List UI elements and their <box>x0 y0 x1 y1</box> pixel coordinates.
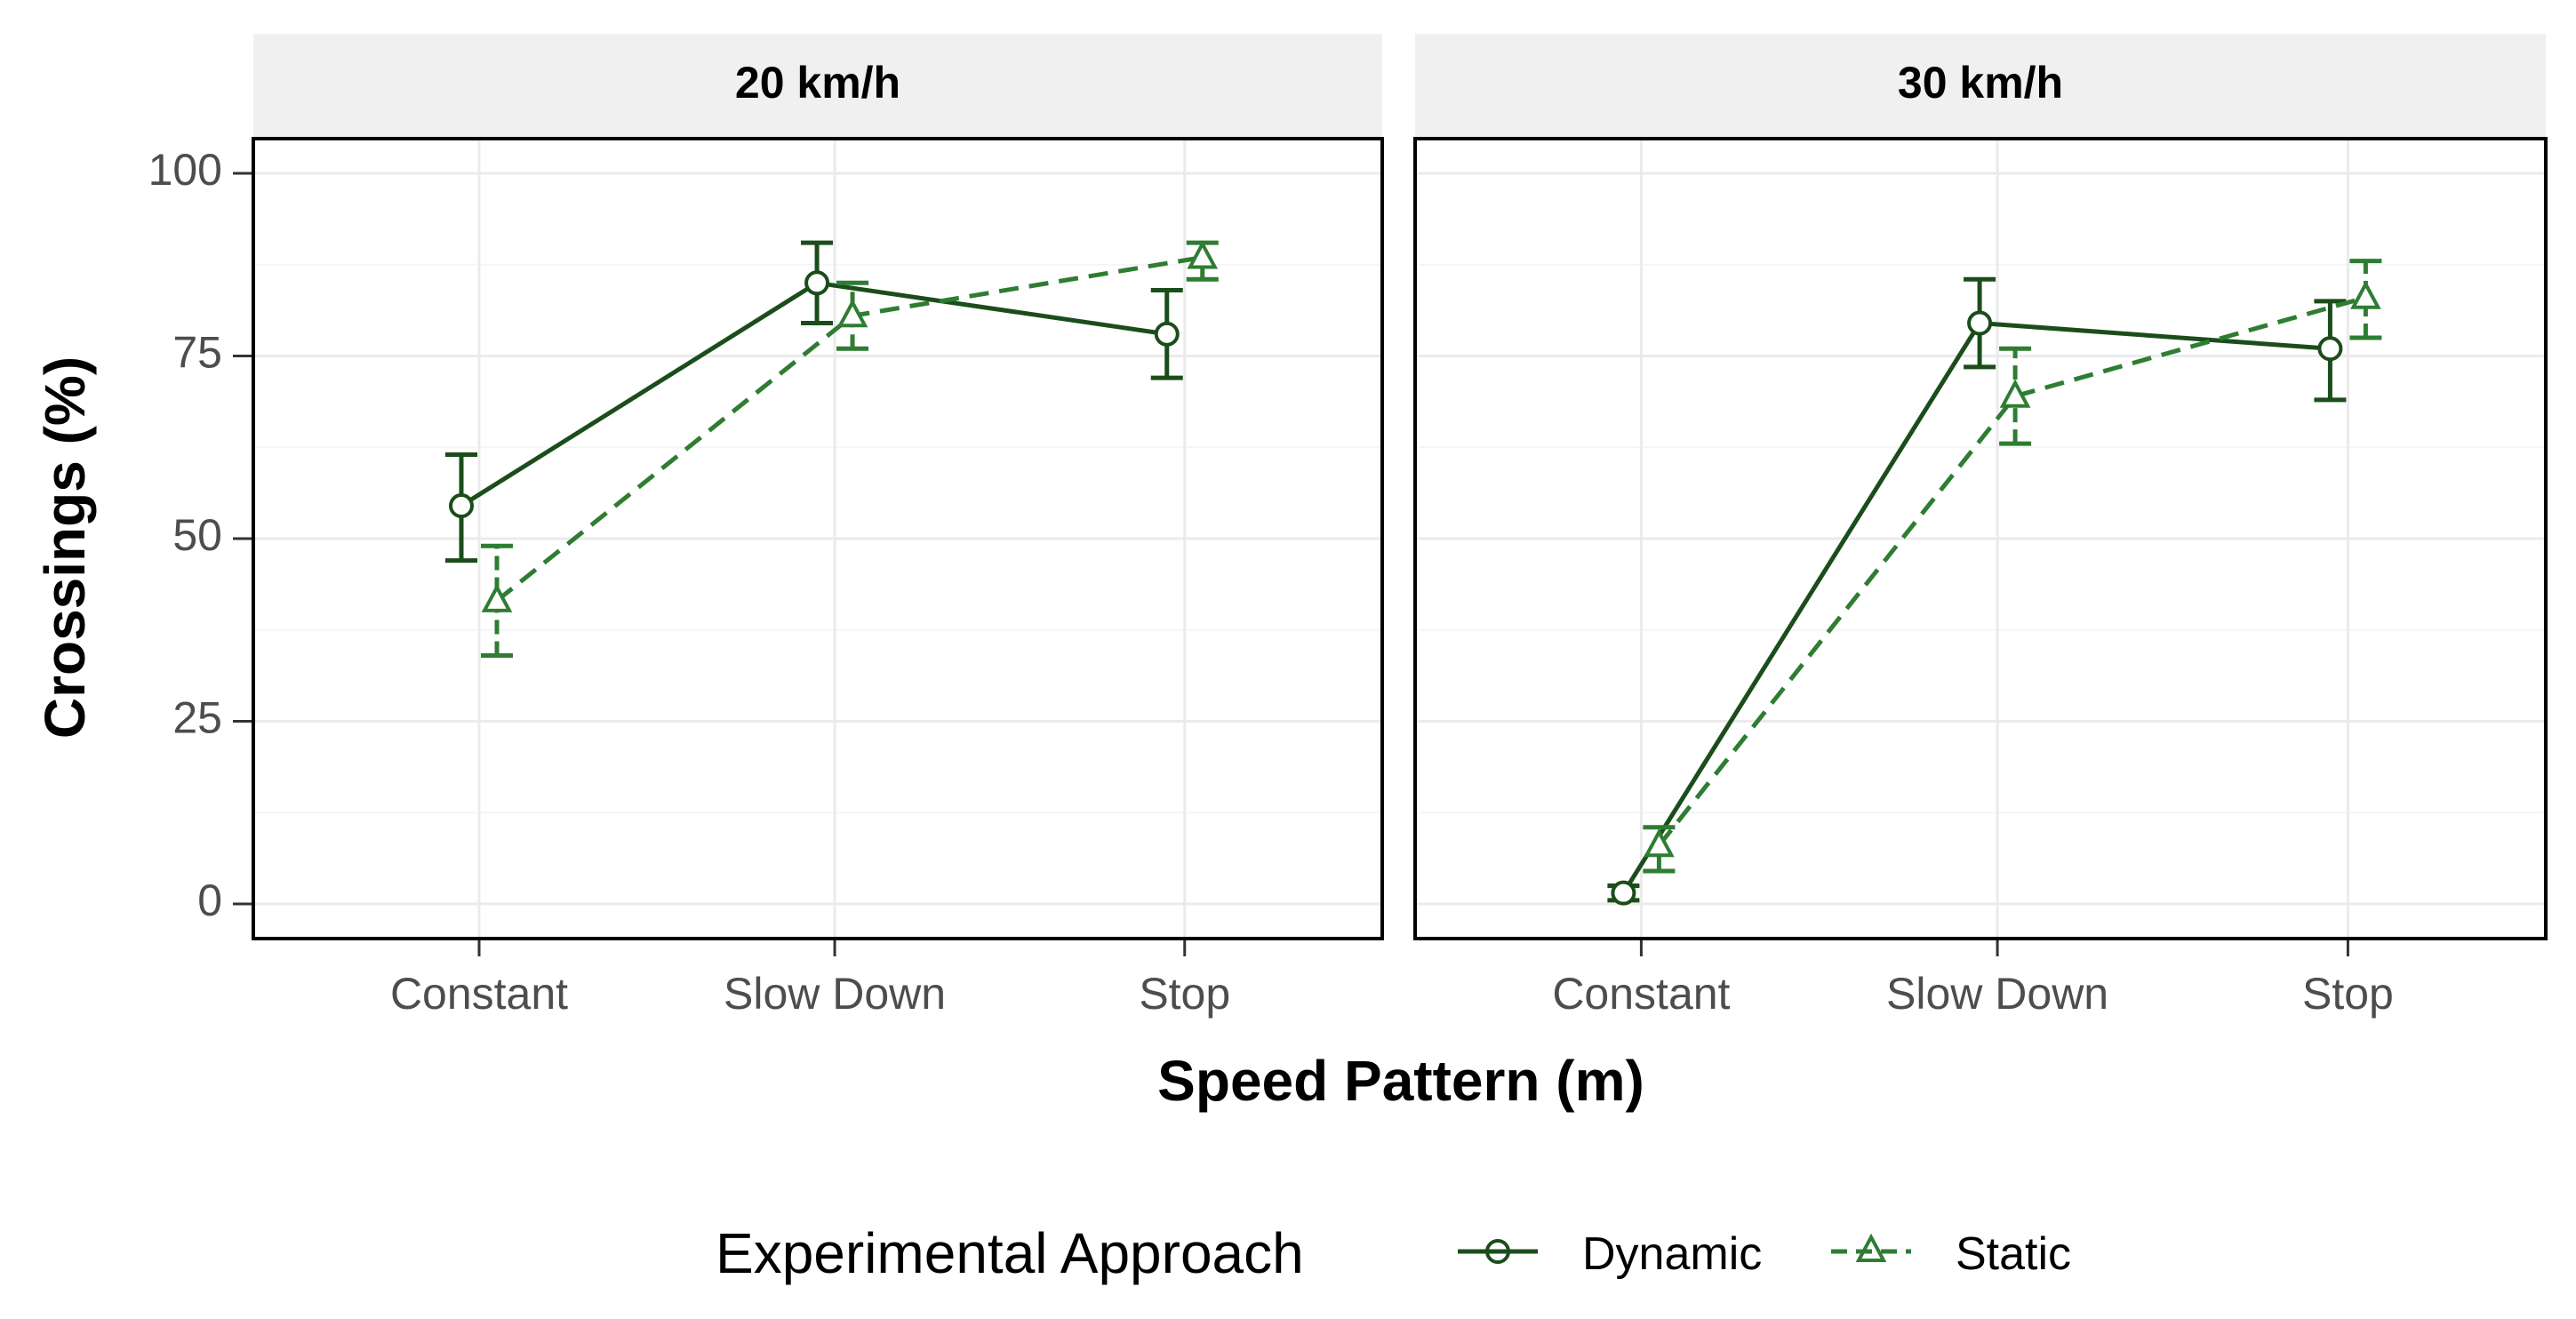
x-tick-label: Stop <box>2302 969 2394 1019</box>
y-tick-label: 100 <box>148 145 222 195</box>
legend-item-dynamic: Dynamic <box>1458 1228 1762 1280</box>
x-tick-label: Stop <box>1139 969 1230 1019</box>
y-tick-label: 50 <box>172 510 222 560</box>
legend-label-dynamic: Dynamic <box>1582 1228 1762 1280</box>
data-point-static <box>1187 240 1219 269</box>
panel-border <box>1413 137 2548 940</box>
series-static <box>1643 259 2382 874</box>
legend-label-static: Static <box>1956 1228 2071 1280</box>
x-tick-label: Slow Down <box>724 969 946 1019</box>
legend-key-dynamic-marker <box>1485 1239 1510 1264</box>
y-tick-label: 25 <box>172 693 222 743</box>
data-point-static <box>1644 828 1675 858</box>
facet-strip-label: 20 km/h <box>735 58 900 108</box>
x-tick-label: Constant <box>1552 969 1730 1019</box>
panel-border <box>252 137 1384 940</box>
data-point-static <box>481 583 513 612</box>
y-tick-label: 0 <box>197 875 222 925</box>
data-point-dynamic <box>804 270 830 296</box>
data-point-static <box>2350 280 2381 309</box>
data-point-dynamic <box>449 493 474 519</box>
series-static <box>481 240 1219 659</box>
data-point-dynamic <box>1154 321 1180 347</box>
facet-strip-label: 30 km/h <box>1898 58 2063 108</box>
series-line-static <box>1657 295 2367 847</box>
data-point-dynamic <box>1967 310 1993 336</box>
y-tick-label: 75 <box>172 328 222 378</box>
x-tick-label: Slow Down <box>1886 969 2108 1019</box>
facet-panel-2: 30 km/h Constant Slow Down Stop <box>1413 34 2548 1019</box>
x-tick-label: Constant <box>390 969 568 1019</box>
series-dynamic <box>445 240 1183 564</box>
legend-item-static: Static <box>1831 1228 2071 1280</box>
series-dynamic <box>1607 276 2347 906</box>
data-point-dynamic <box>2317 336 2343 362</box>
y-axis-title: Crossings (%) <box>33 356 97 739</box>
facet-strip <box>253 34 1382 139</box>
data-point-static <box>1999 379 2031 408</box>
data-point-static <box>836 299 868 328</box>
legend: Experimental Approach Dynamic Static <box>716 1221 2071 1285</box>
legend-key-static-marker <box>1855 1233 1887 1262</box>
facet-strip <box>1415 34 2546 139</box>
x-axis-title: Speed Pattern (m) <box>1157 1049 1644 1113</box>
facet-panel-1: 20 km/h Constant Slow Down Stop <box>252 34 1384 1019</box>
error-bar <box>2349 259 2382 340</box>
legend-title: Experimental Approach <box>716 1221 1304 1285</box>
data-point-dynamic <box>1611 880 1636 906</box>
